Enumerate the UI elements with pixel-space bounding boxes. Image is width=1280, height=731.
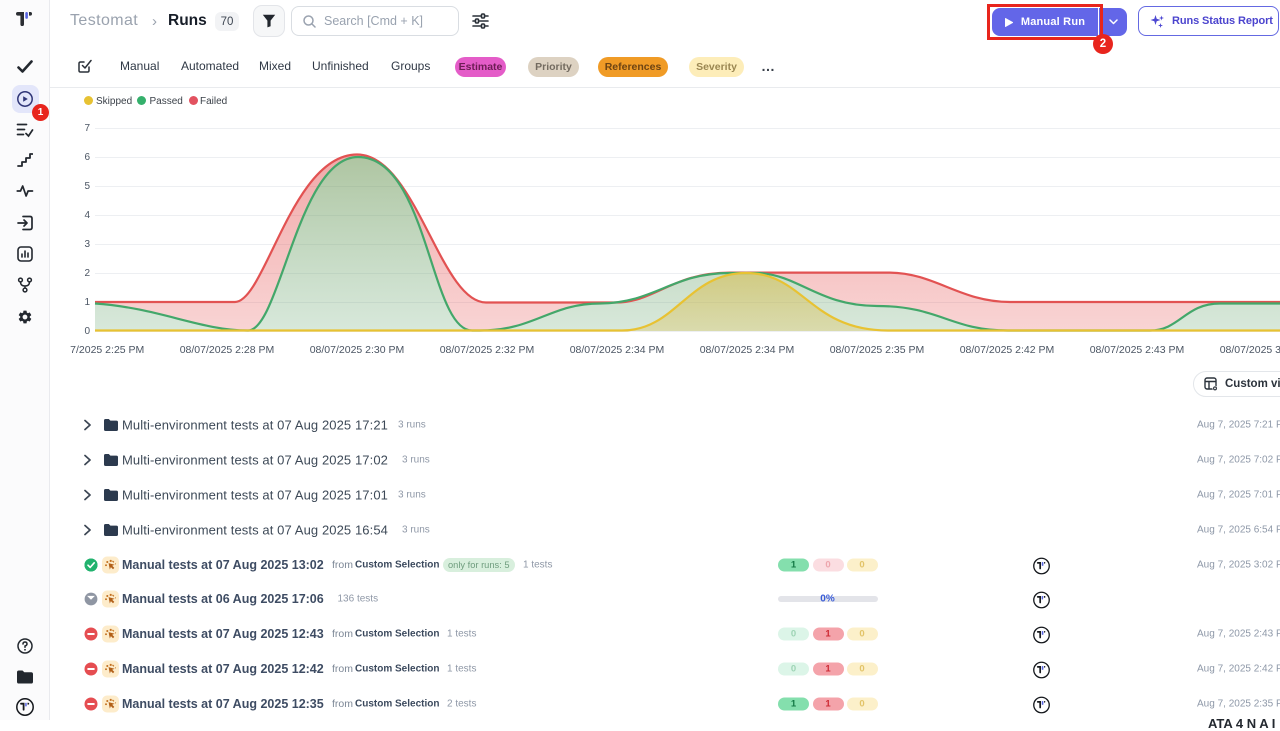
svg-text:08/07/2025 3:02 PM: 08/07/2025 3:02 PM bbox=[1220, 344, 1280, 356]
svg-text:08/07/2025 2:28 PM: 08/07/2025 2:28 PM bbox=[180, 344, 275, 356]
svg-text:08/07/2025 2:30 PM: 08/07/2025 2:30 PM bbox=[310, 344, 405, 356]
svg-text:08/07/2025 2:34 PM: 08/07/2025 2:34 PM bbox=[570, 344, 665, 356]
svg-text:08/07/2025 2:43 PM: 08/07/2025 2:43 PM bbox=[1090, 344, 1185, 356]
svg-text:08/07/2025 2:32 PM: 08/07/2025 2:32 PM bbox=[440, 344, 535, 356]
svg-text:08/07/2025 2:34 PM: 08/07/2025 2:34 PM bbox=[700, 344, 795, 356]
svg-text:08/07/2025 2:35 PM: 08/07/2025 2:35 PM bbox=[830, 344, 925, 356]
svg-text:08/07/2025 2:42 PM: 08/07/2025 2:42 PM bbox=[960, 344, 1055, 356]
svg-text:08/07/2025 2:25 PM: 08/07/2025 2:25 PM bbox=[70, 344, 144, 356]
